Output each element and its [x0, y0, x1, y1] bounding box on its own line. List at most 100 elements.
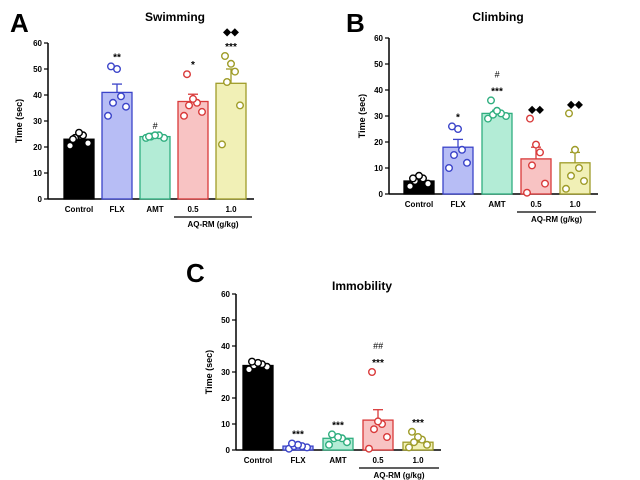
panel-a-y-tick-label: 60	[33, 39, 42, 48]
panel-b-category-label: FLX	[450, 200, 466, 209]
panel-b-data-point	[493, 106, 502, 115]
panel-c-y-tick-label: 10	[221, 420, 230, 429]
panel-c-data-point	[247, 357, 256, 366]
panel-c-significance-stars: ***	[292, 430, 304, 441]
panel-b-y-tick-label: 0	[379, 190, 384, 199]
panel-b-y-tick-label: 30	[374, 112, 383, 121]
panel-c-significance-stars: ***	[412, 418, 424, 429]
panel-a-category-label: Control	[65, 205, 93, 214]
panel-c-significance-stars: ***	[372, 358, 384, 369]
panel-c-data-point	[410, 438, 419, 447]
panel-a-data-point	[226, 59, 235, 68]
panel-b-data-point	[571, 145, 580, 154]
panel-b-significance-diamonds: ◆◆	[566, 99, 583, 110]
panel-a-data-point	[116, 92, 125, 101]
panel-a-letter: A	[10, 8, 29, 38]
panel-a-data-point	[68, 135, 77, 144]
panel-a-data-point	[144, 132, 153, 141]
panel-c-immobility: C Immobility 0 10 20 30 40 50 60 Time (sec) Cont…	[186, 258, 441, 480]
panel-b-y-tick-label: 10	[374, 164, 383, 173]
panel-b-data-point	[526, 114, 535, 123]
panel-a-category-label: AMT	[146, 205, 163, 214]
panel-a-data-point	[184, 101, 193, 110]
panel-b-data-point	[484, 114, 493, 123]
panel-b-data-point	[445, 163, 454, 172]
panel-a-data-point	[230, 67, 239, 76]
panel-a-y-tick-label: 30	[33, 117, 42, 126]
panel-a-y-tick-label: 40	[33, 91, 42, 100]
panel-b-category-label: Control	[405, 200, 433, 209]
panel-b-climbing: B Climbing 0 10 20 30 40 50 60 Time (sec) Contro…	[346, 8, 598, 224]
panel-c-title: Immobility	[332, 279, 392, 293]
panel-b-data-point	[528, 161, 537, 170]
panel-a-data-point	[103, 111, 112, 120]
panel-a-bar	[139, 135, 171, 200]
panel-c-data-point	[365, 444, 374, 453]
panel-a-category-label: 0.5	[187, 205, 199, 214]
panel-c-data-point	[383, 433, 392, 442]
panel-c-data-point	[288, 439, 297, 448]
panel-c-letter: C	[186, 258, 205, 288]
panel-a-data-point	[106, 62, 115, 71]
panel-a-data-point	[74, 128, 83, 137]
panel-c-bar	[242, 364, 274, 451]
panel-b-y-tick-label: 20	[374, 138, 383, 147]
panel-a-significance-hash: #	[152, 121, 158, 131]
panel-c-category-label: 0.5	[372, 456, 384, 465]
panel-c-significance-hash: ##	[373, 341, 384, 351]
panel-c-category-label: 1.0	[412, 456, 424, 465]
panel-a-significance-diamonds: ◆◆	[222, 27, 239, 38]
panel-b-data-point	[565, 109, 574, 118]
panel-b-category-label: 0.5	[530, 200, 542, 209]
panel-a-y-axis-label: Time (sec)	[14, 99, 24, 143]
panel-c-data-point	[368, 368, 377, 377]
panel-c-data-point	[408, 427, 417, 436]
panel-c-y-tick-label: 0	[226, 446, 231, 455]
panel-a-significance-stars: *	[191, 60, 195, 71]
panel-b-group-label: AQ-RM (g/kg)	[531, 215, 582, 224]
panel-c-category-label: AMT	[329, 456, 346, 465]
panel-c-data-point	[423, 440, 432, 449]
panel-c-y-tick-label: 20	[221, 394, 230, 403]
panel-c-category-label: Control	[244, 456, 272, 465]
panel-c-y-tick-label: 60	[221, 290, 230, 299]
panel-b-bar	[520, 158, 552, 195]
panel-a-group-label: AQ-RM (g/kg)	[187, 220, 238, 229]
panel-b-y-tick-label: 60	[374, 34, 383, 43]
panel-a-data-point	[217, 140, 226, 149]
panel-c-data-point	[414, 433, 423, 442]
panel-c-significance-stars: ***	[332, 420, 344, 431]
panel-a-data-point	[179, 111, 188, 120]
panel-b-significance-hash: #	[494, 69, 500, 79]
panel-c-data-point	[328, 430, 337, 439]
panel-b-data-point	[580, 176, 589, 185]
panel-a-y-tick-label: 10	[33, 169, 42, 178]
panel-a-data-point	[188, 94, 197, 103]
panel-a-y-tick-label: 20	[33, 143, 42, 152]
panel-b-y-axis-label: Time (sec)	[357, 94, 367, 138]
panel-c-data-point	[325, 440, 334, 449]
panel-b-data-point	[567, 171, 576, 180]
panel-b-data-point	[541, 179, 550, 188]
panel-c-y-tick-label: 40	[221, 342, 230, 351]
panel-b-letter: B	[346, 8, 365, 38]
panel-b-data-point	[523, 188, 532, 197]
panel-a-data-point	[182, 70, 191, 79]
panel-a-category-label: FLX	[109, 205, 125, 214]
panel-c-data-point	[405, 443, 414, 452]
panel-a-title: Swimming	[145, 10, 205, 24]
panel-b-category-label: AMT	[488, 200, 505, 209]
panel-c-y-tick-label: 50	[221, 316, 230, 325]
panel-b-data-point	[424, 179, 433, 188]
panel-b-data-point	[406, 182, 415, 191]
panel-a-data-point	[235, 101, 244, 110]
panel-c-data-point	[244, 365, 253, 374]
panel-b-data-point	[536, 148, 545, 157]
panel-b-significance-diamonds: ◆◆	[527, 105, 544, 116]
panel-c-category-label: FLX	[290, 456, 306, 465]
panel-b-data-point	[458, 145, 467, 154]
panel-b-data-point	[463, 158, 472, 167]
panel-c-data-point	[343, 438, 352, 447]
panel-b-y-tick-label: 50	[374, 60, 383, 69]
